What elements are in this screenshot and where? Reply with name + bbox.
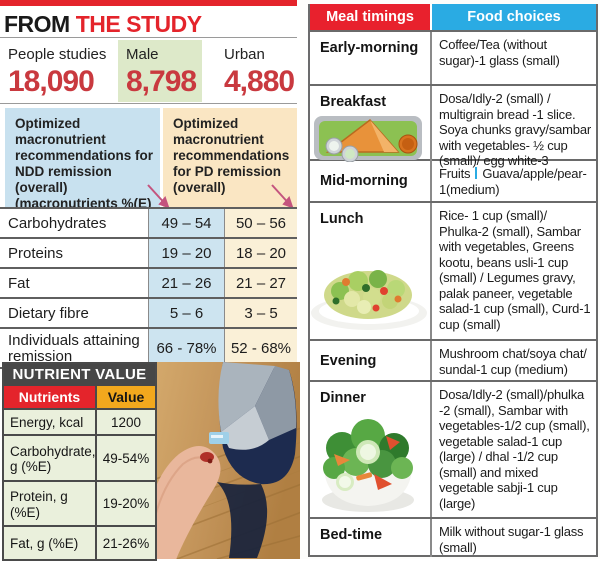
row-label: Protein, g (%E) bbox=[10, 489, 68, 520]
meal-timing-label: Bed-time bbox=[320, 527, 383, 543]
divider bbox=[0, 103, 297, 104]
table-row-protein: Protein, g (%E) 19-20% bbox=[4, 480, 155, 525]
meal-timing-cell: Dinner bbox=[310, 382, 430, 517]
row-label: Carbohydrates bbox=[0, 209, 148, 237]
ndd-value: 66 - 78% bbox=[148, 329, 224, 367]
ndd-recommendation-header: Optimized macronutrient recommendations … bbox=[5, 108, 160, 211]
row-label: Fat bbox=[0, 269, 148, 297]
stat-label: Urban bbox=[224, 46, 265, 63]
stat-urban: Urban 4,880 bbox=[216, 40, 296, 102]
table-row-mid-morning: Mid-morning Fruits Guava/apple/pear-1(med… bbox=[310, 159, 596, 201]
meal-food-text: Fruits Guava/apple/pear-1(medium) bbox=[430, 161, 596, 201]
row-value: 49-54% bbox=[95, 436, 155, 480]
meal-timing-cell: Lunch bbox=[310, 203, 430, 339]
fruits-separator bbox=[475, 167, 478, 179]
page-title: FROM THE STUDY bbox=[4, 11, 202, 38]
meal-timing-label: Breakfast bbox=[320, 94, 387, 110]
pd-value: 52 - 68% bbox=[224, 329, 297, 367]
table-row-evening: Evening Mushroom chat/soya chat/ sundal-… bbox=[310, 339, 596, 380]
fruits-prefix: Fruits bbox=[439, 166, 471, 181]
meal-plan-table: Meal timings Food choices Early-morning … bbox=[308, 4, 598, 557]
table-row-fat-percent: Fat, g (%E) 21-26% bbox=[4, 525, 155, 559]
table-row-dietary-fibre: Dietary fibre 5 – 6 3 – 5 bbox=[0, 297, 297, 327]
ndd-value: 21 – 26 bbox=[148, 269, 224, 297]
meal-food-text: Rice- 1 cup (small)/ Phulka-2 (small), S… bbox=[430, 203, 596, 339]
meal-food-text: Mushroom chat/soya chat/ sundal-1 cup (m… bbox=[430, 341, 596, 380]
meal-food-text: Milk without sugar-1 glass (small) bbox=[430, 519, 596, 557]
ndd-value: 5 – 6 bbox=[148, 299, 224, 327]
row-label: Carbohydrate, g (%E) bbox=[10, 443, 96, 475]
study-panel: FROM THE STUDY People studies 18,090 Male… bbox=[0, 0, 300, 561]
meal-timings-header: Meal timings bbox=[310, 4, 430, 30]
meal-timing-cell: Breakfast bbox=[310, 86, 430, 171]
meal-timing-label: Dinner bbox=[320, 390, 366, 406]
row-value: 21-26% bbox=[95, 527, 155, 559]
table-row-energy: Energy, kcal 1200 bbox=[4, 408, 155, 434]
row-value: 19-20% bbox=[95, 482, 155, 525]
table-row-bed-time: Bed-time Milk without sugar-1 glass (sma… bbox=[310, 517, 596, 557]
stat-value: 4,880 bbox=[224, 65, 295, 98]
title-from: FROM bbox=[4, 11, 70, 37]
row-label: Fat, g (%E) bbox=[10, 536, 79, 552]
stat-male: Male 8,798 bbox=[118, 40, 202, 102]
table-row-lunch: Lunch Rice- 1 cup (sm bbox=[310, 201, 596, 339]
title-the-study: THE STUDY bbox=[75, 11, 202, 37]
nutrient-table-header: Nutrients Value bbox=[4, 386, 155, 408]
meal-table-header: Meal timings Food choices bbox=[310, 4, 596, 30]
table-row-carbohydrates: Carbohydrates 49 – 54 50 – 56 bbox=[0, 207, 297, 237]
ndd-value: 49 – 54 bbox=[148, 209, 224, 237]
table-row-breakfast: Breakfast Dosa/Idly-2 (small) / multigra… bbox=[310, 84, 596, 171]
table-row-fat: Fat 21 – 26 21 – 27 bbox=[0, 267, 297, 297]
top-accent-bar bbox=[0, 0, 297, 6]
macronutrient-table: Carbohydrates 49 – 54 50 – 56 Proteins 1… bbox=[0, 207, 297, 369]
table-row-early-morning: Early-morning Coffee/Tea (without sugar)… bbox=[310, 30, 596, 84]
stat-people-studies: People studies 18,090 bbox=[0, 40, 118, 102]
study-stats: People studies 18,090 Male 8,798 Urban 4… bbox=[0, 40, 297, 102]
dosa-tray-image bbox=[314, 116, 422, 162]
table-row-carbohydrate: Carbohydrate, g (%E) 49-54% bbox=[4, 434, 155, 480]
meal-timing-label: Lunch bbox=[320, 211, 364, 227]
food-choices-header: Food choices bbox=[430, 4, 596, 30]
stat-label: People studies bbox=[8, 46, 107, 63]
pd-value: 21 – 27 bbox=[224, 269, 297, 297]
value-column-header: Value bbox=[95, 386, 155, 408]
salad-bowl-image bbox=[322, 419, 414, 512]
rice-plate-image bbox=[311, 270, 427, 330]
pd-recommendation-header: Optimized macronutrient recommendations … bbox=[163, 108, 297, 207]
stat-label: Male bbox=[126, 46, 159, 63]
meal-timing-label: Early-morning bbox=[320, 40, 419, 56]
fruits-list: Guava/apple/pear-1(medium) bbox=[439, 166, 587, 197]
nutrient-value-title: NUTRIENT VALUE bbox=[4, 364, 155, 386]
meal-food-text: Dosa/Idly-2 (small) / multigrain bread -… bbox=[430, 86, 596, 171]
table-row-remission: Individuals attaining remission 66 - 78%… bbox=[0, 327, 297, 367]
meal-food-text: Coffee/Tea (without sugar)-1 glass (smal… bbox=[430, 32, 596, 84]
table-row-dinner: Dinner bbox=[310, 380, 596, 517]
glucometer-finger-image bbox=[157, 362, 300, 559]
stat-value: 8,798 bbox=[126, 65, 197, 98]
pd-value: 3 – 5 bbox=[224, 299, 297, 327]
row-label: Energy, kcal bbox=[10, 415, 84, 431]
row-label: Individuals attaining remission bbox=[0, 329, 148, 367]
nutrients-column-header: Nutrients bbox=[4, 386, 95, 408]
row-value: 1200 bbox=[95, 410, 155, 434]
meal-food-text: Dosa/Idly-2 (small)/phulka -2 (small), S… bbox=[430, 382, 596, 517]
row-label: Proteins bbox=[0, 239, 148, 267]
table-row-proteins: Proteins 19 – 20 18 – 20 bbox=[0, 237, 297, 267]
ndd-value: 19 – 20 bbox=[148, 239, 224, 267]
nutrient-value-table: NUTRIENT VALUE Nutrients Value Energy, k… bbox=[2, 362, 157, 561]
divider bbox=[0, 37, 297, 38]
meal-timing-label: Mid-morning bbox=[320, 173, 408, 189]
pd-value: 50 – 56 bbox=[224, 209, 297, 237]
row-label: Dietary fibre bbox=[0, 299, 148, 327]
pd-value: 18 – 20 bbox=[224, 239, 297, 267]
meal-timing-label: Evening bbox=[320, 353, 377, 369]
stat-value: 18,090 bbox=[8, 65, 95, 98]
